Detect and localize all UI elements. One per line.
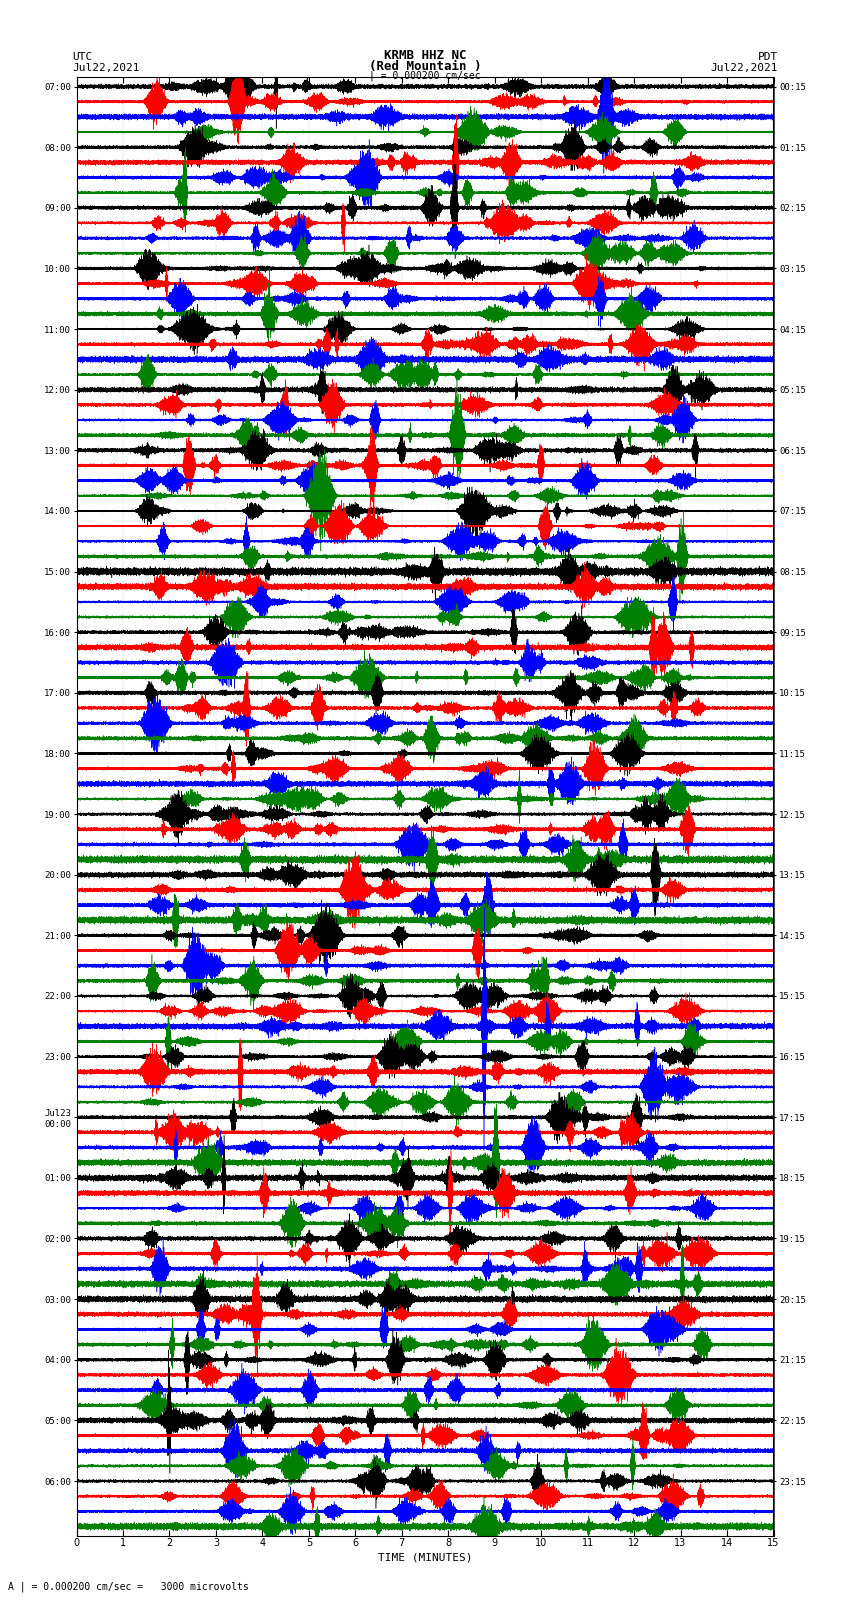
Text: | = 0.000200 cm/sec: | = 0.000200 cm/sec — [369, 71, 481, 82]
Text: PDT: PDT — [757, 52, 778, 63]
Text: (Red Mountain ): (Red Mountain ) — [369, 60, 481, 73]
Text: Jul22,2021: Jul22,2021 — [72, 63, 139, 73]
Text: UTC: UTC — [72, 52, 93, 63]
Text: Jul22,2021: Jul22,2021 — [711, 63, 778, 73]
Text: KRMB HHZ NC: KRMB HHZ NC — [383, 48, 467, 63]
X-axis label: TIME (MINUTES): TIME (MINUTES) — [377, 1553, 473, 1563]
Text: A | = 0.000200 cm/sec =   3000 microvolts: A | = 0.000200 cm/sec = 3000 microvolts — [8, 1581, 249, 1592]
